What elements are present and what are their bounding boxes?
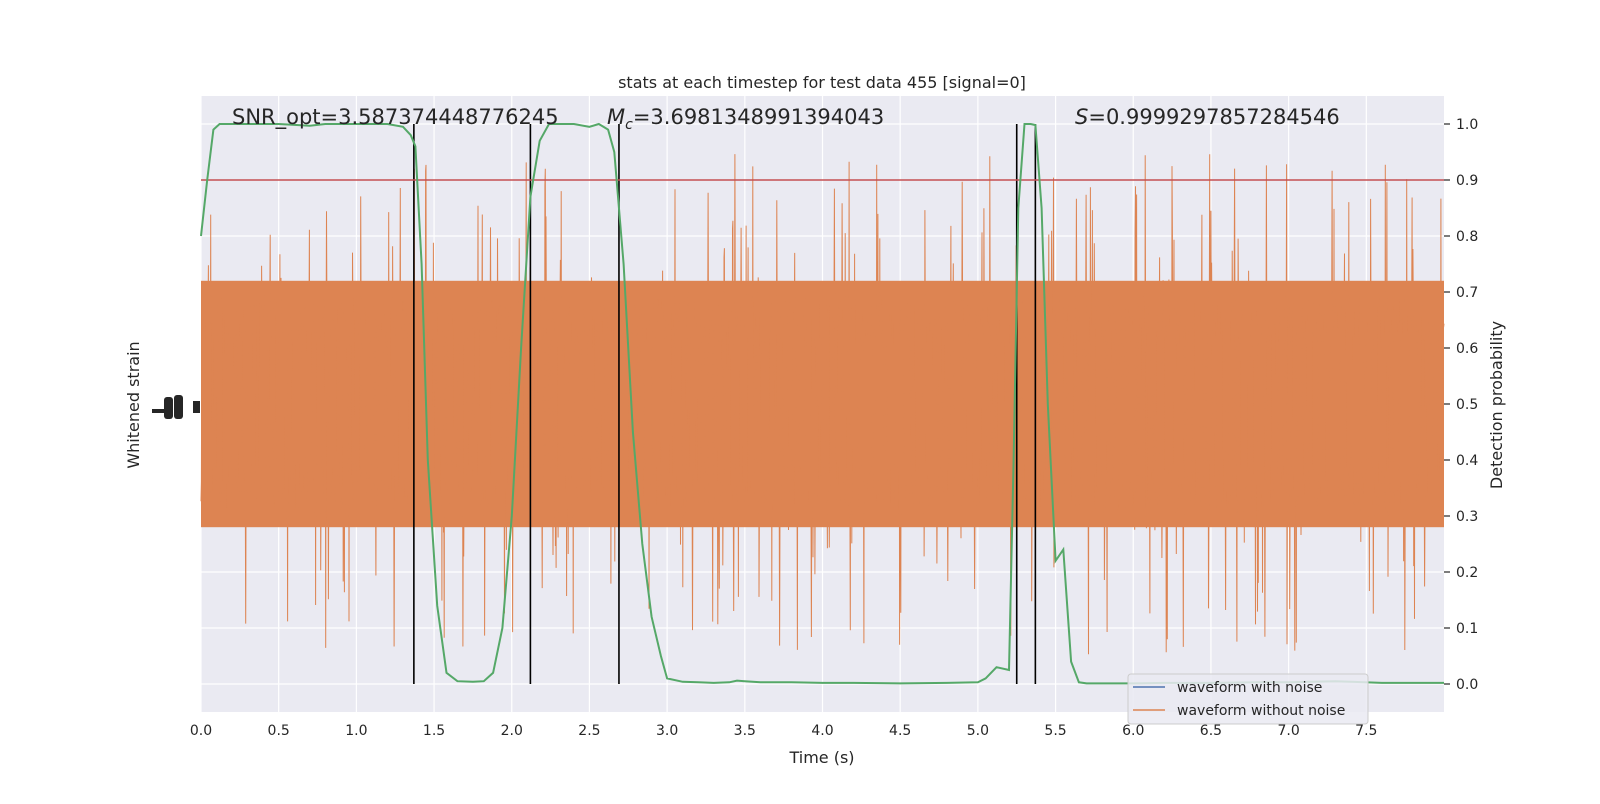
probability-series xyxy=(200,122,1444,685)
y-tick-label-2: 0.2 xyxy=(1456,565,1478,581)
x-tick-label-11: 5.5 xyxy=(1044,723,1066,739)
y-tick-labels-right: 0.0 0.1 0.2 0.3 0.4 0.5 0.6 0.7 0.8 0.9 1.0 xyxy=(1456,117,1478,693)
left-axis-overlap-ticks xyxy=(152,395,200,419)
y-tick-marks-right xyxy=(1444,123,1450,685)
x-tick-label-12: 6.0 xyxy=(1122,723,1144,739)
y-tick-label-9: 0.9 xyxy=(1456,173,1478,189)
y-tick-label-8: 0.8 xyxy=(1456,229,1478,245)
x-tick-label-14: 7.0 xyxy=(1277,723,1299,739)
chart-title: stats at each timestep for test data 455… xyxy=(618,73,1026,92)
y-tick-label-10: 1.0 xyxy=(1456,117,1478,133)
legend-label-clean: waveform without noise xyxy=(1177,703,1345,719)
series-waveform-without-noise xyxy=(200,154,1445,655)
x-tick-label-8: 4.0 xyxy=(811,723,833,739)
x-tick-label-13: 6.5 xyxy=(1200,723,1222,739)
snr-annotation: SNR_opt=3.587374448776245 xyxy=(232,105,559,130)
x-tick-label-2: 1.0 xyxy=(345,723,367,739)
y-tick-label-0: 0.0 xyxy=(1456,677,1478,693)
x-tick-label-5: 2.5 xyxy=(578,723,600,739)
x-axis-label: Time (s) xyxy=(788,748,854,767)
y-axis-label-right: Detection probability xyxy=(1487,321,1506,489)
x-tick-label-6: 3.0 xyxy=(656,723,678,739)
x-tick-label-15: 7.5 xyxy=(1355,723,1377,739)
y-axis-label-left: Whitened strain xyxy=(124,341,143,468)
y-tick-label-3: 0.3 xyxy=(1456,509,1478,525)
legend: waveform with noise waveform without noi… xyxy=(1127,673,1369,725)
y-tick-label-4: 0.4 xyxy=(1456,453,1478,469)
x-tick-label-4: 2.0 xyxy=(501,723,523,739)
x-tick-label-10: 5.0 xyxy=(967,723,989,739)
series-detection-probability xyxy=(200,122,1444,685)
y-tick-label-7: 0.7 xyxy=(1456,285,1478,301)
score-annotation: S=0.9999297857284546 xyxy=(1075,105,1340,129)
y-tick-label-1: 0.1 xyxy=(1456,621,1478,637)
x-tick-label-1: 0.5 xyxy=(268,723,290,739)
x-tick-label-3: 1.5 xyxy=(423,723,445,739)
x-tick-labels: 0.0 0.5 1.0 1.5 2.0 2.5 3.0 3.5 4.0 4.5 5.0 5.5 6.0 6… xyxy=(190,723,1378,739)
y-tick-label-6: 0.6 xyxy=(1456,341,1478,357)
strain-series xyxy=(200,154,1445,655)
x-tick-label-7: 3.5 xyxy=(734,723,756,739)
y-tick-label-5: 0.5 xyxy=(1456,397,1478,413)
legend-box xyxy=(1127,673,1369,725)
legend-label-noise: waveform with noise xyxy=(1177,680,1322,696)
chirp-mass-annotation: Mc=3.6981348991394043 xyxy=(607,105,884,133)
vertical-lines xyxy=(413,124,1037,684)
x-tick-label-0: 0.0 xyxy=(190,723,212,739)
x-tick-label-9: 4.5 xyxy=(889,723,911,739)
